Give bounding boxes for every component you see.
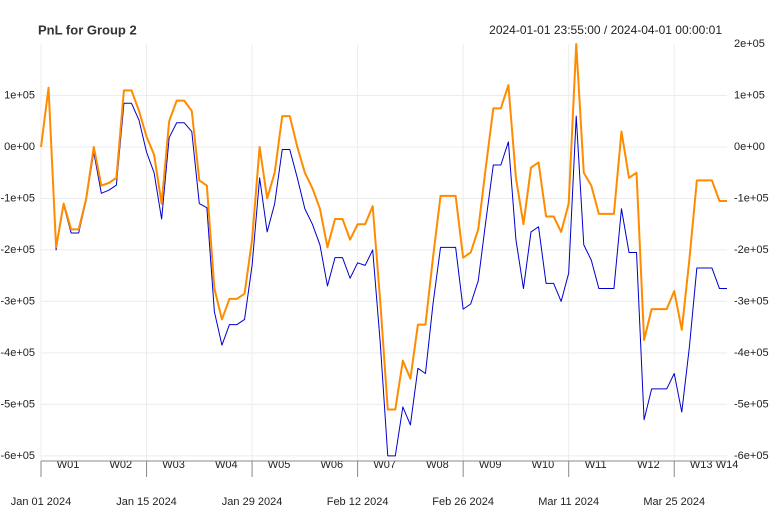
week-label: W10 <box>532 459 555 471</box>
y2-tick-label: -3e+05 <box>734 295 769 307</box>
series-line <box>40 87 727 457</box>
week-label: W02 <box>109 459 132 471</box>
chart-subtitle: 2024-01-01 23:55:00 / 2024-04-01 00:00:0… <box>489 23 722 37</box>
week-label: W05 <box>268 459 291 471</box>
week-label: W09 <box>479 459 502 471</box>
week-label: W06 <box>321 459 344 471</box>
y2-tick-label: -4e+05 <box>734 347 769 359</box>
y-tick-label: -4e+05 <box>0 347 35 359</box>
y2-tick-label: -5e+05 <box>734 398 769 410</box>
y-tick-label: 0e+00 <box>4 141 35 153</box>
x-tick-label: Feb 12 2024 <box>327 496 389 508</box>
x-tick-label: Feb 26 2024 <box>432 496 494 508</box>
week-label: W07 <box>373 459 396 471</box>
week-label: W08 <box>426 459 449 471</box>
x-tick-label: Mar 25 2024 <box>643 496 705 508</box>
chart-title: PnL for Group 2 <box>38 22 137 37</box>
y2-tick-label: 1e+05 <box>734 89 765 101</box>
y2-tick-label: -1e+05 <box>734 192 769 204</box>
y-tick-label: 1e+05 <box>4 89 35 101</box>
y-tick-label: -6e+05 <box>0 450 35 462</box>
week-label: W03 <box>162 459 185 471</box>
x-tick-label: Jan 15 2024 <box>116 496 177 508</box>
x-tick-label: Mar 11 2024 <box>538 496 599 508</box>
y-tick-label: -2e+05 <box>0 244 35 256</box>
series-line <box>40 43 727 411</box>
y2-tick-label: 0e+00 <box>734 141 765 153</box>
y-tick-label: -5e+05 <box>0 398 35 410</box>
y2-tick-label: -6e+05 <box>734 450 769 462</box>
week-label: W11 <box>585 459 607 471</box>
y-tick-label: -3e+05 <box>0 295 35 307</box>
y2-tick-label: -2e+05 <box>734 244 769 256</box>
week-label: W04 <box>215 459 238 471</box>
x-tick-label: Jan 29 2024 <box>222 496 283 508</box>
week-label: W13 <box>690 459 713 471</box>
y-tick-label: -1e+05 <box>0 192 35 204</box>
week-label: W12 <box>637 459 660 471</box>
week-label: W01 <box>57 459 80 471</box>
week-label: W14 <box>716 459 739 471</box>
y2-tick-label: 2e+05 <box>734 38 765 50</box>
x-tick-label: Jan 01 2024 <box>11 496 72 508</box>
